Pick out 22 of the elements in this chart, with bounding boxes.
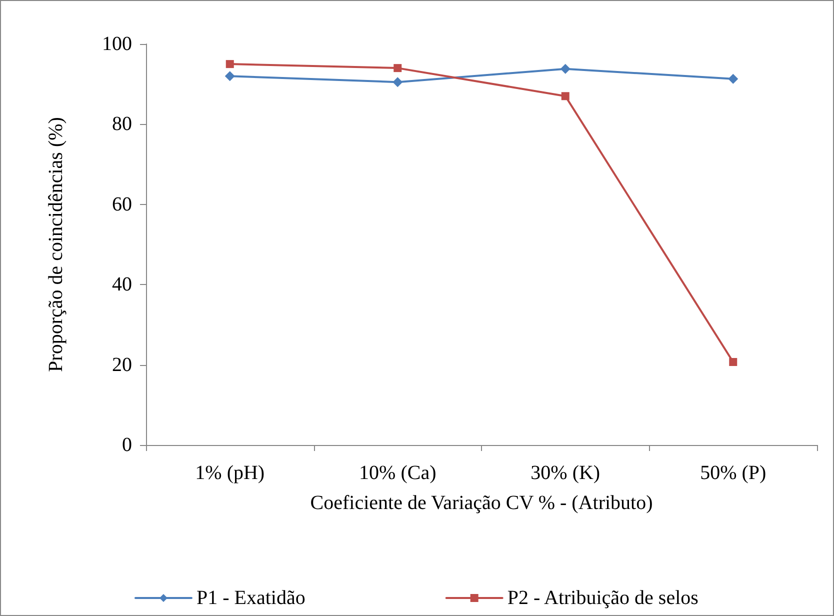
y-tick-label: 100 [102,33,132,55]
point [728,74,738,84]
point [561,92,570,100]
y-tick-label: 80 [112,113,132,136]
point [394,64,402,72]
y-tick-label: 20 [112,354,132,376]
y-tick-label: 60 [112,193,132,216]
point [392,77,403,88]
y-axis-title: Proporção de coincidências (%) [45,117,67,372]
x-tick-label: 10% (Ca) [359,462,436,484]
point [729,358,738,366]
point [224,71,235,82]
x-axis-title: Coeficiente de Variação CV % - (Atributo) [310,492,653,514]
x-tick-label: 1% (pH) [195,462,265,484]
y-tick-label: 0 [122,434,132,456]
legend-label: P1 - Exatidão [196,587,306,609]
y-tick-label: 40 [112,274,132,296]
x-tick-label: 50% (P) [700,462,766,484]
x-tick-label: 30% (K) [530,462,600,484]
point [560,64,570,74]
legend-label: P2 - Atribuição de selos [507,587,699,609]
point [226,60,234,68]
